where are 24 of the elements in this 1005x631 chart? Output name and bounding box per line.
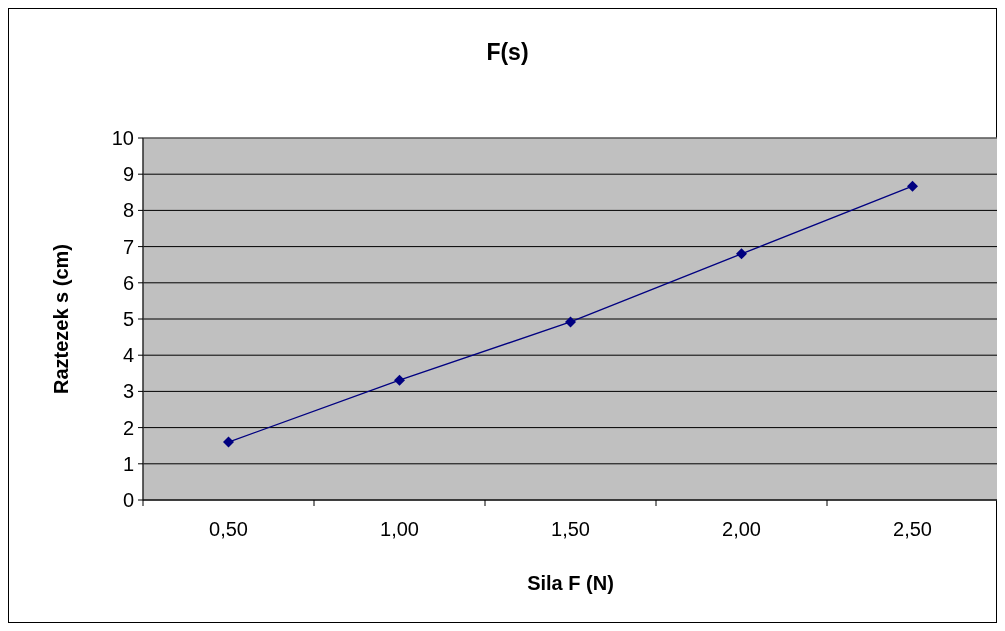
point [394, 374, 405, 386]
y-tick-label: 2 [122, 416, 134, 439]
y-tick-label: 7 [122, 235, 134, 258]
x-tick-label: 2,00 [722, 518, 761, 540]
y-tick-label: 8 [122, 199, 134, 222]
x-tick-label: 0,50 [209, 518, 248, 540]
point [223, 436, 234, 448]
y-tick-label: 10 [111, 127, 134, 149]
y-tick-label: 6 [122, 271, 134, 294]
y-tick-label: 5 [122, 308, 134, 330]
y-tick-label: 9 [122, 163, 134, 186]
point [736, 248, 747, 260]
y-tick-label: 0 [122, 489, 134, 511]
point [907, 180, 918, 192]
x-axis-title: Sila F (N) [527, 572, 614, 594]
y-tick-label: 4 [122, 344, 134, 367]
y-tick-label: 1 [122, 452, 134, 475]
y-tick-label: 3 [122, 380, 134, 403]
y-axis-title: Raztezek s (cm) [50, 243, 72, 395]
point [565, 316, 576, 328]
chart-title: F(s) [486, 39, 529, 65]
x-tick-label: 1,00 [380, 518, 419, 540]
x-tick-label: 1,50 [551, 518, 590, 540]
x-tick-label: 2,50 [893, 518, 932, 540]
